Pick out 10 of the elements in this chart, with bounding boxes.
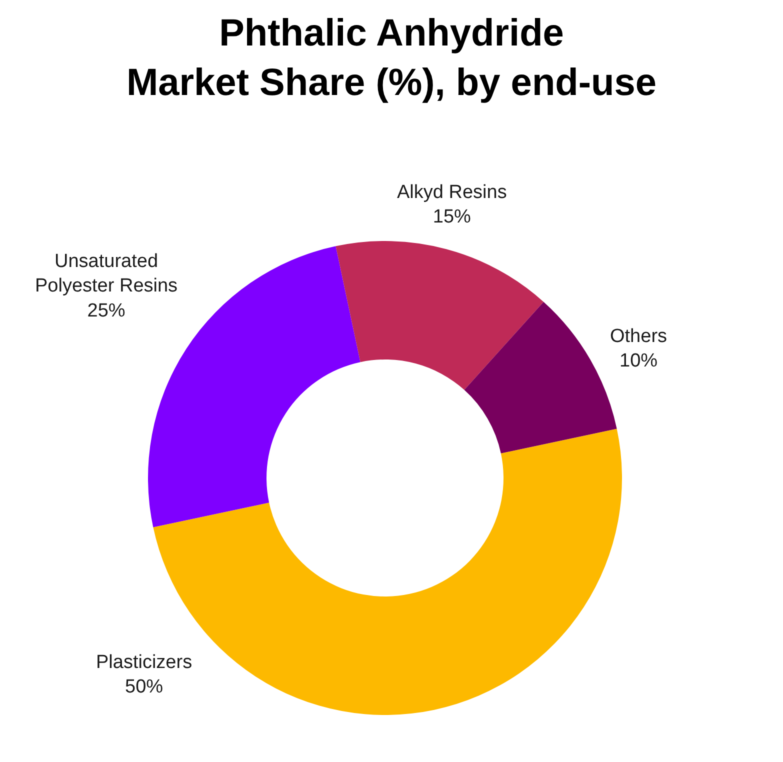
chart-title: Phthalic Anhydride Market Share (%), by end-use xyxy=(126,12,657,104)
data-label: 10% xyxy=(620,350,658,372)
slice-label: Alkyd Resins xyxy=(397,182,507,203)
data-label: 50% xyxy=(125,676,164,698)
data-label: 15% xyxy=(432,206,472,228)
data-label: 25% xyxy=(87,300,126,322)
slice-label: Plasticizers xyxy=(96,652,192,673)
slice-label: Others xyxy=(610,326,668,347)
donut-slice xyxy=(336,241,544,390)
slice-label: Unsaturated Polyester Resins xyxy=(35,251,178,297)
